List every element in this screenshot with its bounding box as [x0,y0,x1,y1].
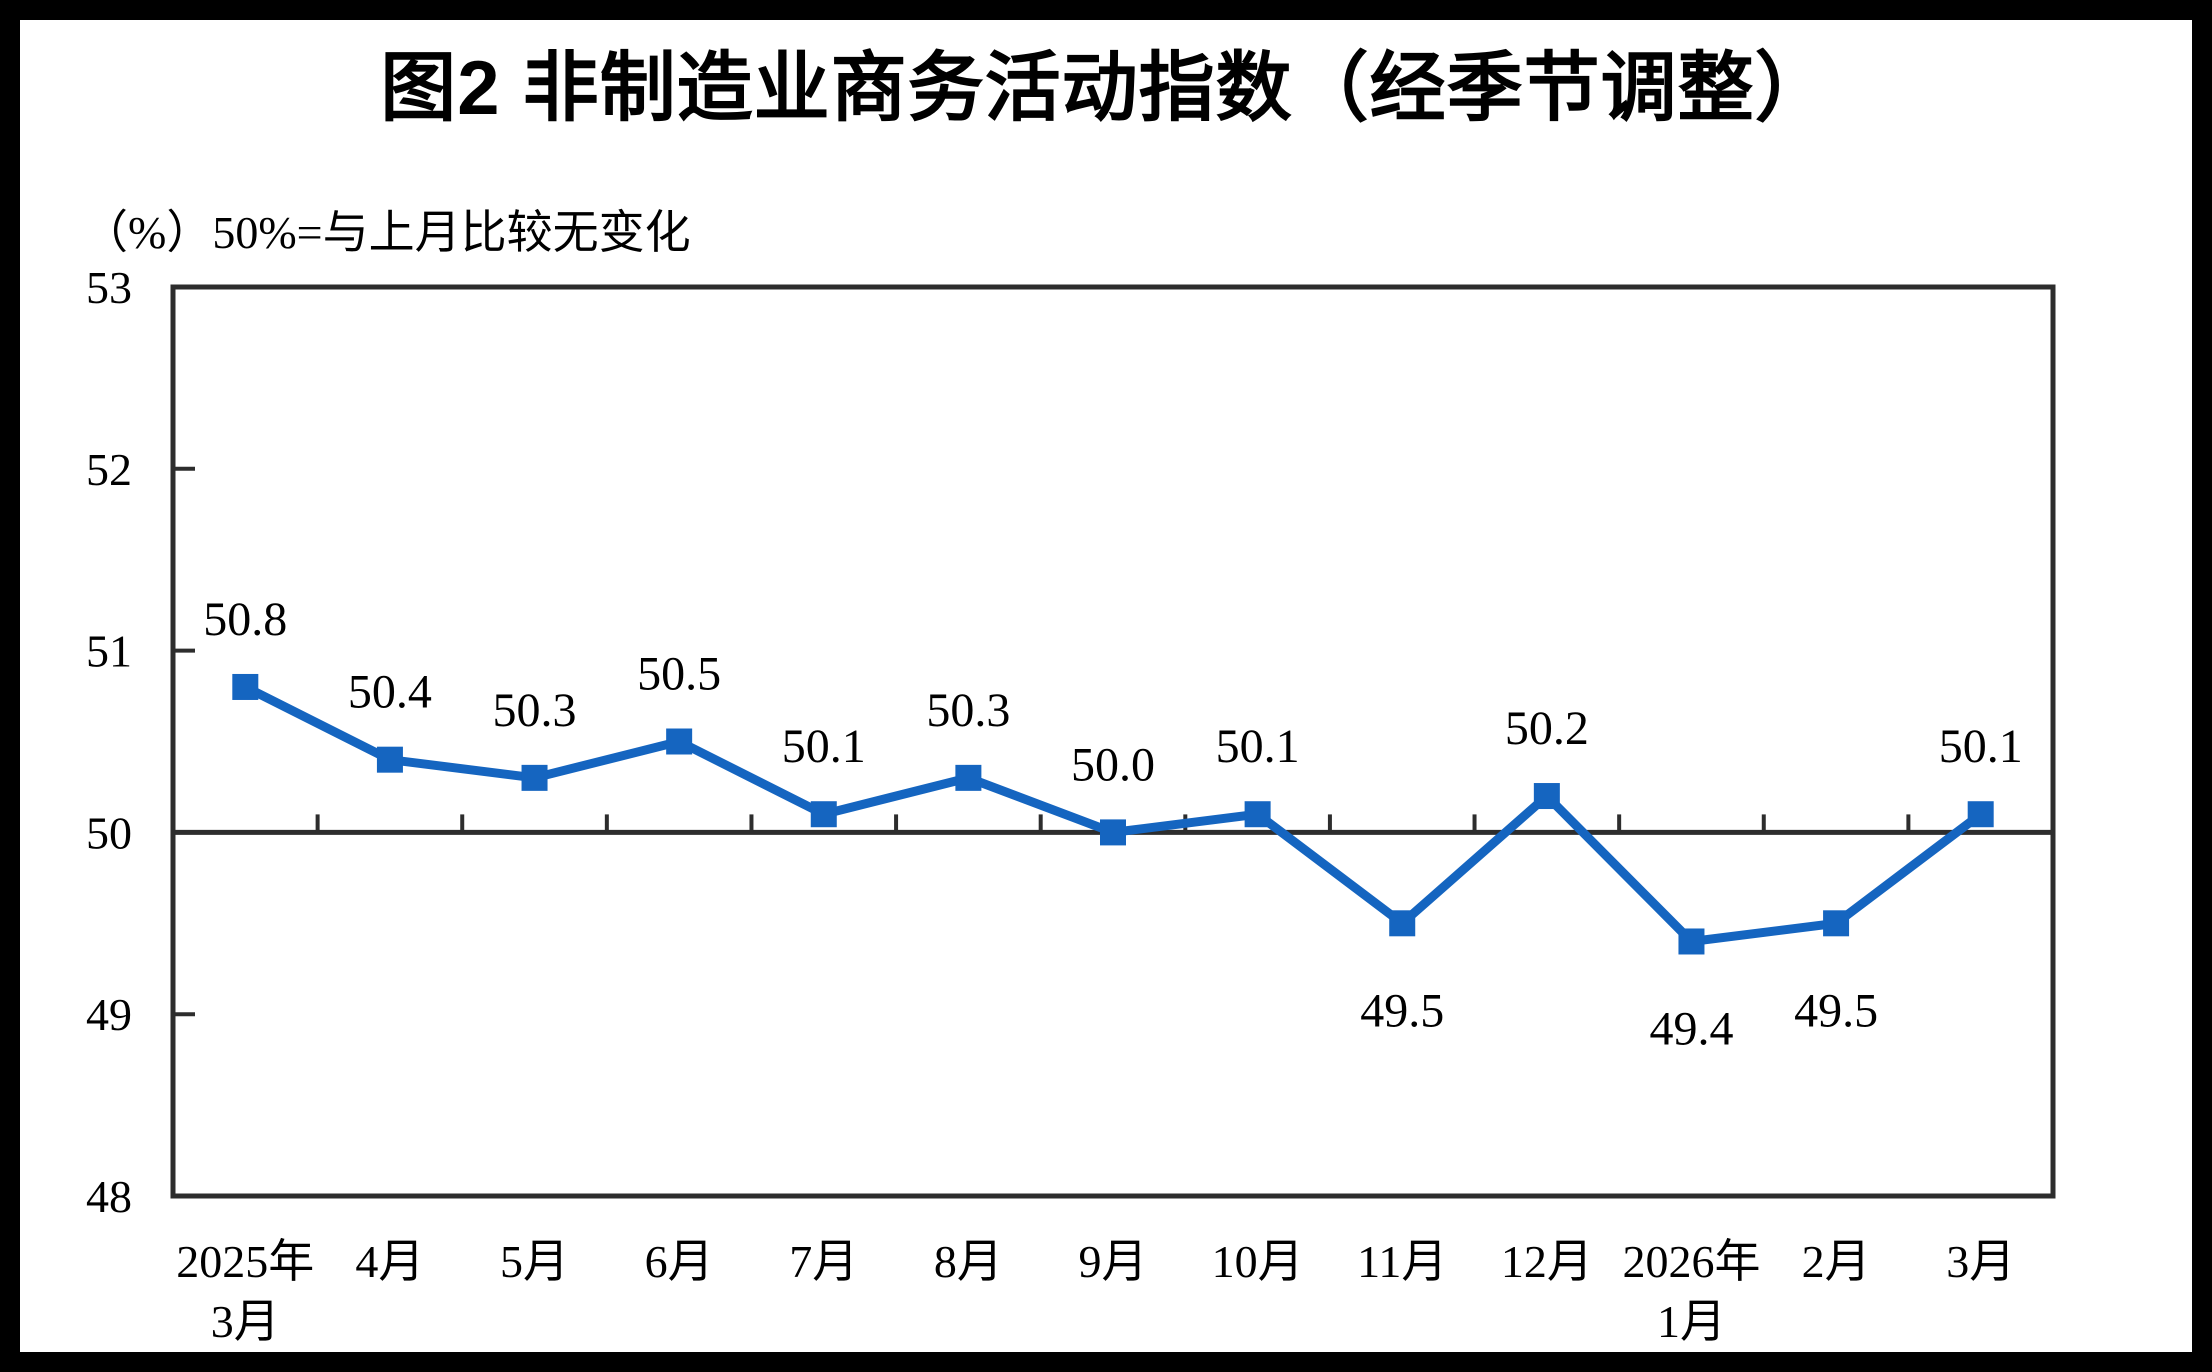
data-point-label: 50.3 [926,684,1010,737]
data-point-label: 50.3 [493,684,577,737]
data-point-label: 50.8 [203,593,287,646]
x-tick-label: 3月 [211,1296,280,1347]
data-point-marker [1389,910,1416,937]
data-point-marker [1823,910,1850,937]
data-point-marker [1678,928,1705,955]
x-tick-label: 11月 [1357,1236,1447,1287]
data-point-label: 50.1 [1939,720,2023,773]
x-tick-label: 1月 [1657,1296,1726,1347]
y-tick-label: 49 [86,989,132,1040]
data-point-label: 50.2 [1505,702,1589,755]
x-tick-label: 2025年 [176,1236,314,1287]
x-tick-label: 12月 [1501,1236,1593,1287]
x-tick-label: 6月 [645,1236,714,1287]
x-tick-label: 5月 [500,1236,569,1287]
y-tick-label: 53 [86,262,132,313]
x-tick-label: 7月 [789,1236,858,1287]
data-point-marker [232,673,259,700]
y-tick-label: 52 [86,444,132,495]
data-point-marker [521,764,548,791]
data-point-marker [1244,801,1271,828]
axis-unit-note: （%）50%=与上月比较无变化 [82,207,691,258]
data-point-marker [1967,801,1994,828]
x-tick-label: 8月 [934,1236,1003,1287]
plot-area-border [170,284,2056,1199]
data-point-label: 50.4 [348,666,432,719]
data-point-marker [955,764,982,791]
data-point-marker [666,728,693,755]
x-tick-label: 10月 [1212,1236,1304,1287]
data-point-label: 49.5 [1794,984,1878,1037]
data-point-marker [1533,783,1560,810]
x-tick-label: 2月 [1802,1236,1871,1287]
chart-title: 图2 非制造业商务活动指数（经季节调整） [380,46,1832,131]
y-tick-label: 51 [86,626,132,677]
x-tick-label: 4月 [355,1236,424,1287]
data-point-marker [1100,819,1126,846]
data-point-label: 49.5 [1360,984,1444,1037]
x-tick-label: 3月 [1946,1236,2015,1287]
y-tick-label: 50 [86,807,132,858]
data-point-marker [376,746,403,773]
data-point-label: 50.0 [1071,738,1155,791]
x-tick-label: 2026年 [1622,1236,1760,1287]
data-point-label: 50.1 [782,720,866,773]
y-tick-label: 48 [86,1171,132,1222]
data-point-label: 49.4 [1649,1002,1733,1055]
data-point-marker [810,801,837,828]
x-tick-label: 9月 [1079,1236,1148,1287]
data-point-label: 50.1 [1216,720,1300,773]
data-point-label: 50.5 [637,648,721,701]
